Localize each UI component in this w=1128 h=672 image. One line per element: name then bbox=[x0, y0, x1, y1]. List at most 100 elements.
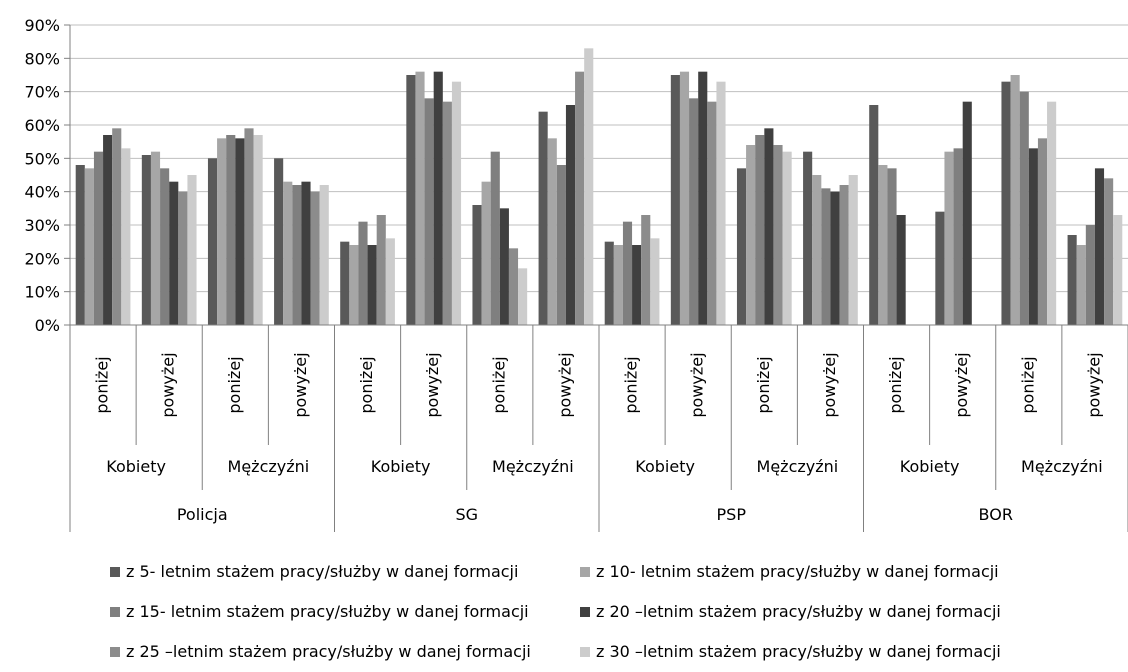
bar bbox=[103, 135, 113, 325]
category-label-level3: SG bbox=[455, 505, 478, 524]
bar bbox=[442, 101, 452, 326]
bar bbox=[207, 158, 218, 325]
bar bbox=[490, 151, 500, 325]
legend-item: z 30 –letnim stażem pracy/służby w danej… bbox=[580, 642, 1001, 661]
bar bbox=[1104, 178, 1114, 325]
bar bbox=[226, 135, 236, 325]
category-label-level1: poniżej bbox=[886, 356, 905, 413]
bar bbox=[112, 128, 122, 325]
y-tick-label: 10% bbox=[24, 283, 60, 302]
y-tick-label: 20% bbox=[24, 249, 60, 268]
category-label-level2: Kobiety bbox=[106, 457, 166, 476]
bar bbox=[385, 238, 395, 325]
bar bbox=[310, 191, 320, 325]
legend-label: z 25 –letnim stażem pracy/służby w danej… bbox=[126, 642, 531, 661]
bar bbox=[178, 191, 188, 325]
category-label-level2: Mężczyźni bbox=[757, 457, 839, 476]
bar bbox=[376, 215, 386, 325]
category-label-level1: powyżej bbox=[1084, 352, 1103, 417]
legend-item: z 25 –letnim stażem pracy/służby w danej… bbox=[110, 642, 531, 661]
category-label-level2: Kobiety bbox=[900, 457, 960, 476]
bar bbox=[935, 211, 945, 325]
category-label-level1: poniżej bbox=[489, 356, 508, 413]
bar bbox=[1047, 101, 1057, 326]
bar bbox=[121, 148, 131, 325]
bar bbox=[698, 71, 708, 326]
category-label-level1: poniżej bbox=[754, 356, 773, 413]
bar bbox=[782, 151, 792, 325]
y-tick-label: 40% bbox=[24, 183, 60, 202]
bar bbox=[632, 245, 642, 325]
bar bbox=[141, 155, 151, 325]
bar bbox=[424, 98, 434, 325]
category-label-level1: powyżej bbox=[688, 352, 707, 417]
bar bbox=[773, 145, 783, 325]
bar bbox=[150, 151, 161, 325]
bar bbox=[340, 241, 350, 325]
bar bbox=[358, 221, 368, 325]
category-label-level2: Mężczyźni bbox=[228, 457, 310, 476]
bar bbox=[538, 111, 548, 326]
bar bbox=[736, 168, 747, 325]
bar bbox=[75, 165, 85, 325]
bar bbox=[367, 245, 377, 325]
legend-label: z 5- letnim stażem pracy/służby w danej … bbox=[126, 562, 519, 581]
category-label-level2: Kobiety bbox=[371, 457, 431, 476]
legend-item: z 5- letnim stażem pracy/służby w danej … bbox=[110, 562, 518, 581]
bar bbox=[584, 48, 594, 325]
bar bbox=[1113, 215, 1123, 325]
y-tick-label: 70% bbox=[24, 83, 60, 102]
bar bbox=[707, 101, 717, 326]
category-label-level2: Kobiety bbox=[635, 457, 695, 476]
bar bbox=[93, 151, 104, 325]
bar bbox=[508, 248, 519, 325]
bar bbox=[887, 168, 897, 325]
legend-swatch bbox=[110, 566, 120, 577]
legend-item: z 10- letnim stażem pracy/służby w danej… bbox=[580, 562, 999, 581]
bar bbox=[160, 168, 170, 325]
bar bbox=[1094, 168, 1105, 325]
category-label-level1: powyżej bbox=[820, 352, 839, 417]
bar bbox=[1010, 75, 1020, 325]
legend-swatch bbox=[580, 606, 590, 617]
bar bbox=[292, 185, 302, 325]
bar bbox=[1037, 138, 1048, 325]
category-label-level3: BOR bbox=[979, 505, 1013, 524]
legend-swatch bbox=[110, 606, 120, 617]
bar bbox=[565, 105, 576, 325]
category-label-level2: Mężczyźni bbox=[492, 457, 574, 476]
category-label-level1: poniżej bbox=[225, 356, 244, 413]
bar bbox=[878, 165, 888, 325]
bar bbox=[679, 71, 690, 326]
category-label-level1: powyżej bbox=[423, 352, 442, 417]
bar bbox=[547, 138, 557, 325]
category-label-level3: PSP bbox=[717, 505, 747, 524]
category-label-level1: powyżej bbox=[952, 352, 971, 417]
y-tick-label: 50% bbox=[24, 149, 60, 168]
legend-swatch bbox=[580, 646, 590, 657]
category-label-level1: powyżej bbox=[159, 352, 178, 417]
bar bbox=[301, 181, 311, 325]
bar bbox=[604, 241, 614, 325]
bar-chart: 0% 10% 20% 30% 40% 50% 60% 70% 80% 90% poniżej powy… bbox=[24, 16, 1128, 532]
bar bbox=[839, 185, 849, 325]
bar bbox=[944, 151, 954, 325]
bar bbox=[556, 165, 566, 325]
bar bbox=[746, 145, 756, 325]
legend-swatch bbox=[110, 646, 120, 657]
bar bbox=[1001, 81, 1011, 326]
legend-item: z 15- letnim stażem pracy/służby w danej… bbox=[110, 602, 529, 621]
y-tick-label: 80% bbox=[24, 49, 60, 68]
bar bbox=[472, 205, 482, 325]
bar bbox=[613, 245, 623, 325]
category-label-level1: poniżej bbox=[622, 356, 641, 413]
y-tick-label: 0% bbox=[35, 316, 60, 335]
bar bbox=[869, 105, 879, 325]
bar bbox=[670, 75, 680, 325]
legend-label: z 30 –letnim stażem pracy/służby w danej… bbox=[596, 642, 1001, 661]
category-label-level1: powyżej bbox=[555, 352, 574, 417]
category-label-level1: powyżej bbox=[291, 352, 310, 417]
category-label-level3: Policja bbox=[177, 505, 228, 524]
bar bbox=[716, 81, 726, 326]
bar bbox=[481, 181, 491, 325]
